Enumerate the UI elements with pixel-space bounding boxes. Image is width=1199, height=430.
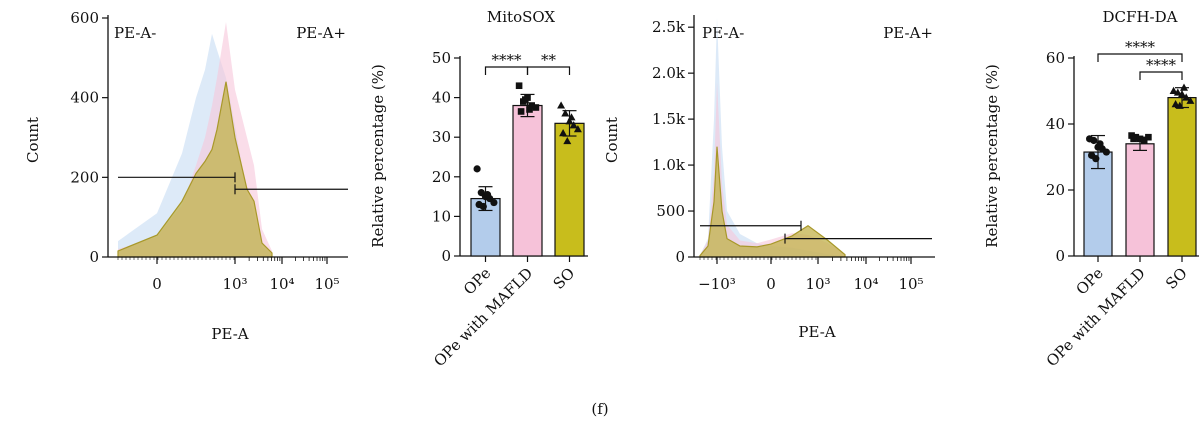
bar-dcfh-point [1169,86,1178,94]
bar-dcfh-point [1092,155,1100,163]
bar-mitosox-point [559,129,568,137]
bar-mitosox-point [490,198,498,207]
histogram-dcfh-xtick-label: 0 [766,275,776,293]
histogram-mitosox-xtick-label: 10⁵ [314,275,339,293]
bar-dcfh-point [1130,135,1137,143]
bar-dcfh-sig-label-1: **** [1125,38,1156,56]
bar-mitosox-point [532,104,540,111]
histogram-dcfh-ytick-label: 2.0k [652,64,686,82]
bar-mitosox-category-label: SO [550,264,579,293]
bar-dcfh-point [1178,90,1186,98]
bar-mitosox-ytick-label: 50 [432,49,451,67]
histogram-dcfh-ytick-label: 500 [656,202,685,220]
bar-dcfh-bar-3 [1167,96,1197,257]
bar-mitosox-sig-label-1: **** [492,51,523,69]
bar-dcfh-ylabel: Relative percentage (%) [983,64,1001,248]
histogram-dcfh-ytick-label: 0 [675,248,685,266]
histogram-mitosox-gate-neg-label: PE-A- [114,24,156,42]
bar-dcfh-point [1145,133,1152,141]
bar-mitosox-sig-bracket-2 [526,66,571,75]
figure-caption-label: (f) [591,400,608,418]
bar-dcfh-ytick-label: 40 [1046,115,1065,133]
histogram-mitosox-xlabel: PE-A [211,325,248,343]
histogram-dcfh-panel: Count PE-A PE-A- PE-A+ 0 500 1.0k 1.5k 2.0k 2… [603,15,935,341]
histogram-dcfh-ytick-label: 1.0k [652,156,686,174]
bar-dcfh-point [1136,135,1144,143]
bar-dcfh-point [1186,96,1195,104]
bar-mitosox-point [569,121,578,129]
histogram-mitosox-ytick-label: 200 [70,168,99,186]
bar-dcfh-ytick-label: 60 [1046,49,1065,67]
bar-mitosox-bar-3 [554,122,585,257]
histogram-dcfh-xtick-label: 10⁴ [853,275,878,293]
bar-dcfh-sig-label-2: **** [1146,56,1177,74]
histogram-dcfh-gate-pos-label: PE-A+ [883,24,933,42]
bar-mitosox-category-label: OPe [460,264,494,298]
bar-mitosox-ytick-label: 0 [441,247,451,265]
bar-mitosox-ytick-label: 10 [432,207,451,225]
bar-mitosox-bar-2 [512,104,543,257]
bar-mitosox-sig-label-2: ** [541,51,557,69]
bar-dcfh-point [1180,83,1188,91]
bar-mitosox-point [567,113,576,121]
histogram-mitosox-xtick-label: 0 [152,275,162,293]
histogram-dcfh-xtick-label: 10⁵ [898,275,923,293]
histogram-mitosox-series-3 [117,81,273,258]
bar-mitosox-ytick-label: 40 [432,89,451,107]
bar-dcfh-point [1182,93,1191,101]
bar-mitosox-point [483,191,492,199]
histogram-mitosox-xtick-label: 10³ [222,275,247,293]
bar-dcfh-point [1171,100,1180,108]
bar-mitosox-point [515,82,523,90]
histogram-dcfh-xtick-label: 10³ [805,275,830,293]
bar-mitosox-ytick-label: 30 [432,128,451,146]
histogram-dcfh-ytick-label: 1.5k [652,110,686,128]
histogram-dcfh-xlabel: PE-A [798,323,835,341]
histogram-mitosox-ytick-label: 600 [70,9,99,27]
bar-mitosox-point [526,106,533,113]
bar-mitosox-point [563,136,572,145]
histogram-dcfh-series-3 [699,146,846,258]
histogram-mitosox-ytick-label: 0 [89,248,99,266]
histogram-mitosox-gate-pos-label: PE-A+ [296,24,346,42]
histogram-mitosox-ylabel: Count [24,117,42,163]
bar-dcfh-sig-bracket-1 [1097,53,1183,62]
bar-dcfh-point [1140,137,1148,144]
histogram-dcfh-gate-neg-label: PE-A- [702,24,744,42]
bar-dcfh-category-label: OPe [1072,264,1106,298]
bar-dcfh-bar-2 [1125,143,1155,257]
bar-dcfh-point [1173,88,1182,96]
bar-dcfh-title: DCFH-DA [1103,8,1178,26]
bar-mitosox-point [573,125,582,133]
bar-mitosox-point [517,108,525,115]
bar-dcfh-point [1096,140,1104,148]
bar-mitosox-point [561,109,570,117]
histogram-mitosox-panel: Count PE-A PE-A- PE-A+ 0 200 400 600 0 10³ 10⁴… [24,9,348,343]
bar-dcfh-ytick-label: 0 [1055,247,1065,265]
histogram-dcfh-xtick-label: −10³ [698,275,736,293]
bar-dcfh-category-label: SO [1162,264,1191,293]
histogram-mitosox-ytick-label: 400 [70,89,99,107]
bar-dcfh-ytick-label: 20 [1046,181,1065,199]
histogram-dcfh-ylabel: Count [603,117,621,163]
bar-mitosox-panel: MitoSOX Relative percentage (%) 0 10 20 30 4… [369,8,588,370]
bar-dcfh-panel: DCFH-DA Relative percentage (%) 0 20 40 60 O… [983,8,1199,370]
bar-mitosox-title: MitoSOX [487,8,556,26]
bar-mitosox-point [565,117,574,125]
bar-dcfh-point [1102,148,1110,156]
histogram-dcfh-ytick-label: 2.5k [652,18,686,36]
bar-dcfh-point [1090,136,1098,145]
histogram-mitosox-xtick-label: 10⁴ [269,275,294,293]
bar-mitosox-point [528,102,535,109]
bar-mitosox-point [557,101,566,109]
bar-mitosox-ylabel: Relative percentage (%) [369,64,387,248]
bar-dcfh-bar-1 [1083,151,1113,257]
bar-mitosox-ytick-label: 20 [432,168,451,186]
bar-mitosox-point [473,165,481,173]
bar-dcfh-point [1175,101,1184,109]
bar-mitosox-point [522,96,529,103]
bar-dcfh-sig-bracket-2 [1139,71,1183,80]
bar-mitosox-point [479,202,487,211]
